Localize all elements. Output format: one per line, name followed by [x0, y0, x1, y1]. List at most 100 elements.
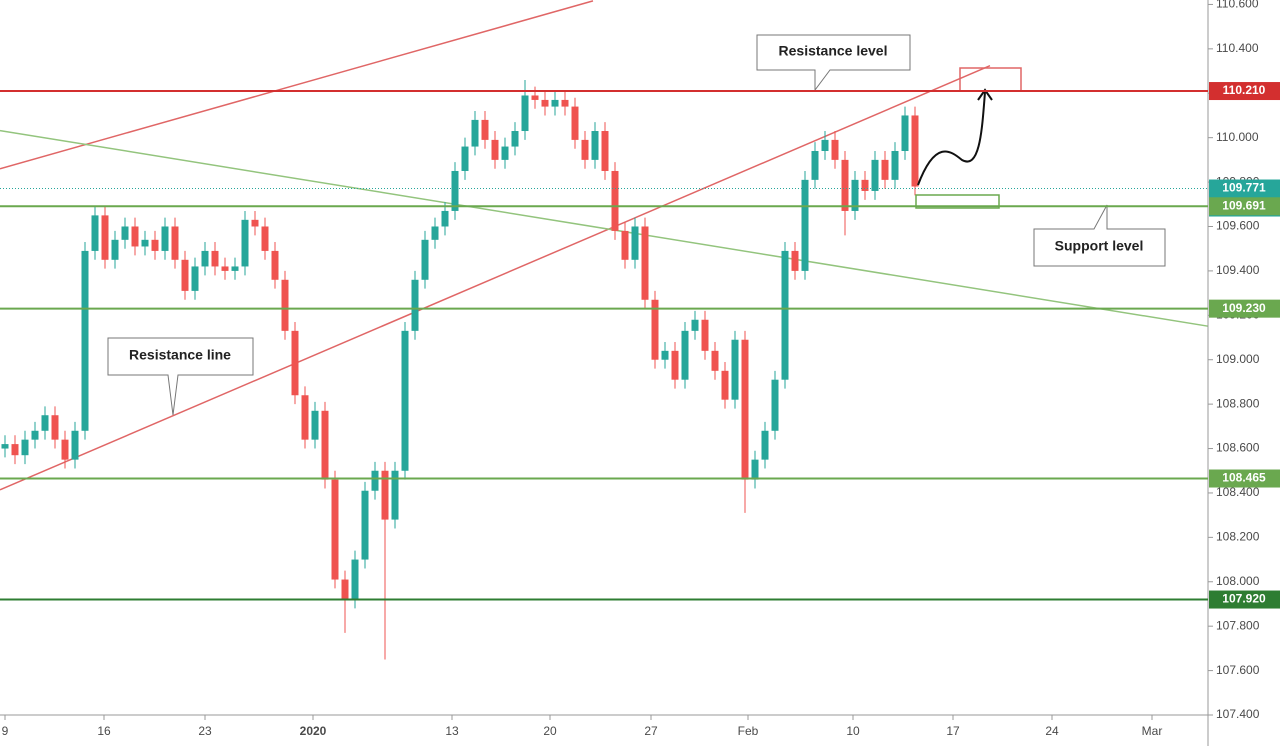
- candle-body: [211, 250, 219, 267]
- trend-line: [0, 0, 594, 170]
- candle-body: [201, 250, 209, 267]
- candle-body: [141, 239, 149, 247]
- x-tick-label: 10: [846, 724, 860, 738]
- candle-body: [11, 444, 19, 456]
- candle-body: [341, 579, 349, 600]
- candle-body: [581, 139, 589, 160]
- callout: [756, 34, 911, 92]
- candle-body: [121, 226, 129, 240]
- candle-body: [351, 559, 359, 600]
- candle-body: [781, 250, 789, 380]
- candle-body: [731, 339, 739, 400]
- candle-body: [481, 119, 489, 140]
- candle-body: [841, 159, 849, 211]
- y-tick-label: 109.000: [1216, 352, 1260, 366]
- y-tick-label: 109.400: [1216, 263, 1260, 277]
- x-tick-label: 24: [1045, 724, 1059, 738]
- candle-body: [541, 99, 549, 107]
- candle-body: [711, 350, 719, 371]
- candle-body: [161, 226, 169, 251]
- target-zone: [959, 67, 1022, 92]
- price-tag: [1209, 590, 1280, 609]
- candle-body: [531, 95, 539, 100]
- y-tick-label: 109.600: [1216, 219, 1260, 233]
- candle-body: [651, 299, 659, 360]
- candle-body: [361, 490, 369, 560]
- arrow-head: [977, 88, 993, 101]
- x-tick-label: Mar: [1142, 724, 1163, 738]
- y-tick-label: 108.800: [1216, 396, 1260, 410]
- x-tick-label: 17: [946, 724, 960, 738]
- price-tag: [1209, 299, 1280, 318]
- candle-body: [261, 226, 269, 251]
- price-tag: [1209, 82, 1280, 101]
- candle-body: [411, 279, 419, 331]
- trend-line: [0, 65, 991, 491]
- price-tag: [1209, 197, 1280, 216]
- candle-body: [41, 415, 49, 431]
- candle-body: [471, 119, 479, 147]
- x-tick-label: 20: [543, 724, 557, 738]
- candle-body: [251, 219, 259, 227]
- candle-body: [1, 444, 9, 449]
- candle-body: [191, 266, 199, 291]
- candle-body: [761, 430, 769, 460]
- candle-body: [151, 239, 159, 251]
- x-tick-label: 13: [445, 724, 459, 738]
- candle-body: [441, 210, 449, 227]
- x-tick-label: 16: [97, 724, 111, 738]
- annotation: Resistance level: [779, 43, 888, 59]
- candle-body: [271, 250, 279, 280]
- candle-body: [301, 395, 309, 440]
- candle-body: [321, 410, 329, 480]
- candle-body: [81, 250, 89, 431]
- candle-body: [461, 146, 469, 171]
- candle-body: [101, 215, 109, 260]
- y-tick-label: 107.800: [1216, 618, 1260, 632]
- candle-body: [561, 99, 569, 107]
- candle-body: [641, 226, 649, 300]
- x-tick-label: Feb: [738, 724, 759, 738]
- candle-body: [21, 439, 29, 456]
- y-tick-label: 108.600: [1216, 441, 1260, 455]
- candle-body: [181, 259, 189, 291]
- candle-body: [241, 219, 249, 267]
- candle-body: [911, 115, 919, 187]
- candle-body: [281, 279, 289, 331]
- candle-body: [291, 330, 299, 396]
- candle-body: [391, 470, 399, 520]
- candle-body: [851, 179, 859, 211]
- y-tick-label: 108.200: [1216, 530, 1260, 544]
- candle-body: [131, 226, 139, 247]
- y-tick-label: 108.000: [1216, 574, 1260, 588]
- candle-body: [771, 379, 779, 431]
- candle-body: [701, 319, 709, 351]
- y-tick-label: 110.400: [1216, 41, 1259, 55]
- candle-body: [331, 479, 339, 580]
- candle-body: [231, 266, 239, 271]
- x-tick-label: 23: [198, 724, 212, 738]
- candle-body: [401, 330, 409, 471]
- candle-body: [611, 170, 619, 231]
- candle-body: [491, 139, 499, 160]
- price-tag-label: 110.210: [1223, 83, 1266, 97]
- candle-body: [821, 139, 829, 151]
- candle-body: [831, 139, 839, 160]
- candle-body: [371, 470, 379, 491]
- candle-body: [551, 99, 559, 107]
- candle-body: [741, 339, 749, 480]
- candle-body: [811, 150, 819, 180]
- price-tag: [1209, 469, 1280, 488]
- candle-body: [721, 370, 729, 400]
- x-tick-label: 2020: [300, 724, 327, 738]
- candle-body: [661, 350, 669, 360]
- candle-body: [601, 131, 609, 171]
- candle-body: [451, 170, 459, 211]
- y-tick-label: 110.600: [1216, 0, 1259, 11]
- candle-body: [791, 250, 799, 271]
- annotation: Support level: [1055, 238, 1144, 254]
- support-zone: [915, 194, 1000, 209]
- candle-body: [861, 179, 869, 191]
